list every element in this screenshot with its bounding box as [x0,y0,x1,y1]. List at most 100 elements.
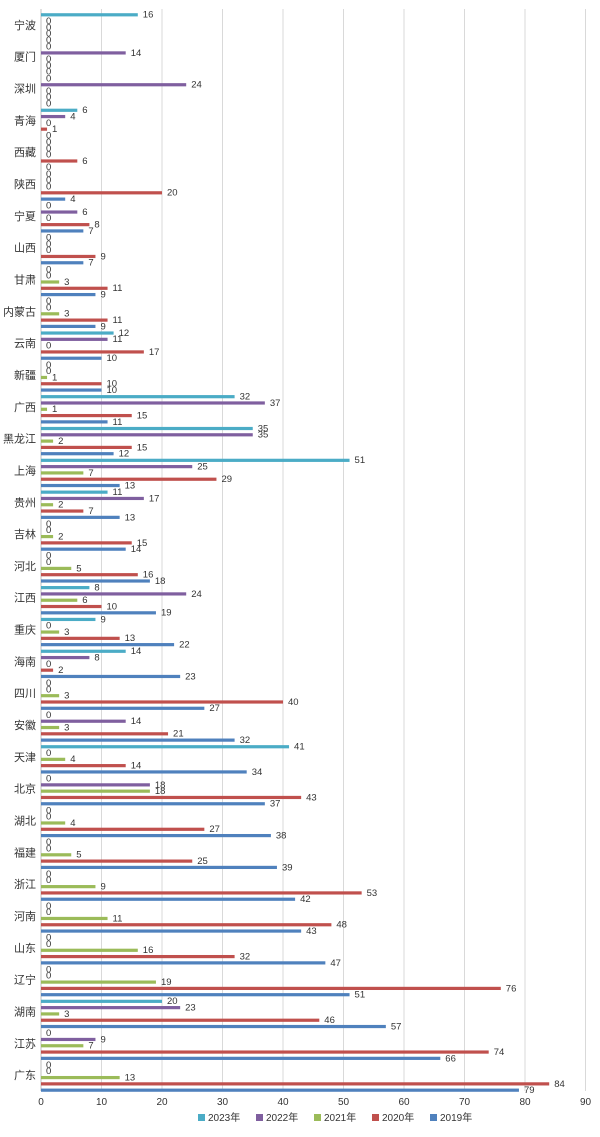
legend-label: 2020年 [382,1111,414,1124]
bar [41,833,271,838]
data-label: 1 [52,124,57,135]
legend-label: 2021年 [324,1111,356,1124]
legend-swatch [198,1114,205,1121]
legend-swatch [314,1114,321,1121]
bar [41,655,90,660]
data-label: 0 [46,169,51,180]
data-label: 74 [494,1047,505,1058]
data-label: 11 [113,417,123,428]
x-tick-label: 30 [217,1097,229,1108]
bar [41,426,253,431]
data-label: 11 [113,487,123,498]
data-label: 17 [149,493,160,504]
bar [41,413,132,418]
data-label: 11 [113,315,123,326]
data-label: 0 [46,805,51,816]
bar [41,579,150,583]
bar [41,1056,441,1060]
bar [41,649,126,653]
bar [41,159,78,163]
data-label: 0 [46,360,51,371]
data-label: 32 [240,951,251,962]
bar [41,923,332,927]
data-label: 0 [46,901,51,912]
data-label: 5 [76,850,81,861]
bar [41,433,253,437]
category-label: 深圳 [14,83,36,96]
bar [41,439,54,443]
bar [41,1044,84,1048]
category-label: 天津 [14,751,36,764]
category-label: 内蒙古 [3,304,36,318]
data-label: 0 [46,843,51,854]
data-label: 40 [288,697,299,708]
bar [41,312,60,316]
data-label: 10 [107,353,118,364]
bar [41,1012,60,1016]
data-label: 0 [46,271,51,282]
bar [41,324,96,329]
data-label: 3 [64,627,69,638]
data-label: 13 [125,512,136,523]
data-label: 0 [46,175,51,186]
bar [41,503,54,507]
bar [41,356,102,360]
bar [41,745,290,749]
bar [41,897,296,901]
data-label: 7 [88,1041,93,1052]
bar [41,1024,386,1029]
data-label: 2 [58,531,63,542]
data-label: 0 [46,302,51,313]
category-label: 吉林 [14,527,36,541]
bar [41,598,78,602]
data-label: 0 [46,939,51,950]
data-label: 2 [58,500,63,511]
x-tick-label: 0 [38,1097,44,1108]
category-label: 河南 [14,910,36,923]
category-label: 湖北 [14,815,36,828]
bar [41,292,96,297]
data-label: 11 [113,334,123,345]
category-label: 广东 [14,1069,36,1082]
data-label: 0 [46,933,51,944]
data-label: 0 [46,748,51,759]
category-label: 北京 [14,782,36,796]
bar [41,954,235,959]
data-label: 9 [100,614,105,625]
data-label: 0 [46,150,51,161]
data-label: 0 [46,213,51,224]
data-label: 0 [46,551,51,562]
data-label: 0 [46,773,51,784]
data-label: 34 [252,767,263,778]
category-label: 江苏 [14,1037,36,1050]
category-label: 青海 [14,113,36,127]
data-label: 43 [306,926,317,937]
data-label: 25 [197,856,208,867]
bar [41,1018,320,1022]
bar [41,566,72,570]
data-label: 1 [52,404,57,415]
bar [41,210,78,214]
data-label: 18 [155,786,166,797]
bar [41,630,60,634]
data-label: 27 [209,824,220,835]
bar [41,885,96,889]
data-label: 6 [82,207,87,218]
data-label: 8 [94,583,99,594]
data-label: 7 [88,258,93,269]
data-label: 15 [137,410,148,421]
bar [41,261,84,265]
x-tick-label: 60 [398,1097,410,1108]
data-label: 79 [524,1085,535,1096]
data-label: 16 [143,10,154,21]
data-label: 18 [155,780,166,791]
x-tick-label: 50 [338,1097,350,1108]
category-label: 广西 [14,401,36,414]
bar [41,719,126,723]
data-label: 51 [355,990,366,1001]
data-label: 0 [46,54,51,65]
data-label: 0 [46,60,51,71]
bar [41,802,265,806]
data-label: 13 [125,1072,136,1083]
bar [41,586,90,590]
